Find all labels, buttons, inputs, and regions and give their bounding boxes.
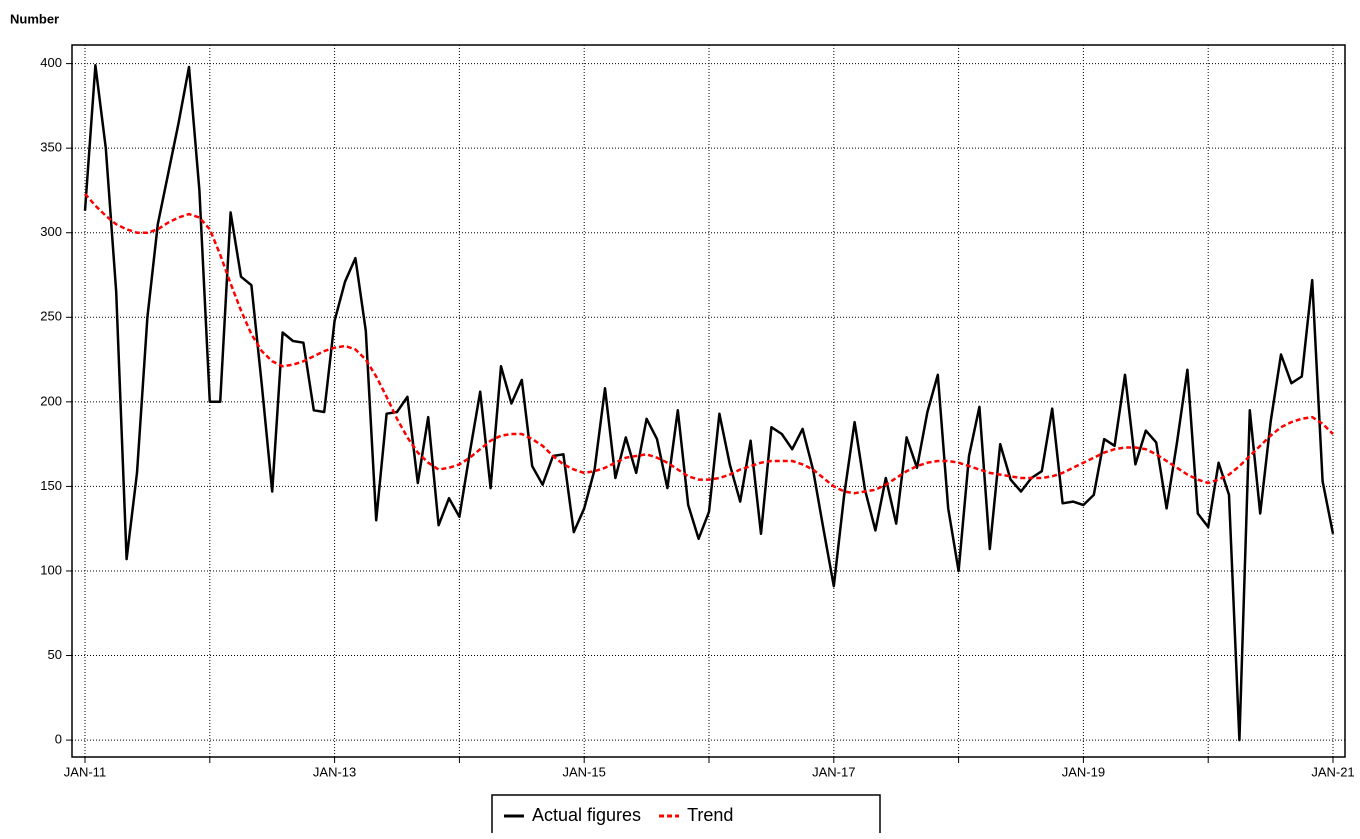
legend-label: Trend bbox=[687, 805, 733, 825]
legend-box bbox=[491, 794, 881, 833]
x-tick-label: JAN-19 bbox=[1062, 764, 1105, 779]
x-tick-label: JAN-11 bbox=[64, 764, 106, 779]
y-tick-label: 400 bbox=[40, 55, 62, 70]
plot-frame bbox=[71, 44, 1346, 758]
y-axis-label: Number bbox=[10, 11, 59, 26]
series-line bbox=[83, 64, 1335, 742]
y-tick-label: 50 bbox=[48, 647, 62, 662]
y-tick-label: 150 bbox=[40, 478, 62, 493]
y-tick-label: 200 bbox=[40, 393, 62, 408]
x-tick-label: JAN-15 bbox=[563, 764, 606, 779]
y-tick-label: 100 bbox=[40, 562, 62, 577]
y-tick-label: 250 bbox=[40, 309, 62, 324]
y-tick-label: 350 bbox=[40, 140, 62, 155]
x-tick-label: JAN-17 bbox=[812, 764, 855, 779]
x-tick-label: JAN-21 bbox=[1311, 764, 1354, 779]
y-tick-label: 300 bbox=[40, 224, 62, 239]
legend-label: Actual figures bbox=[532, 805, 641, 825]
x-tick-label: JAN-13 bbox=[313, 764, 356, 779]
y-tick-label: 0 bbox=[55, 732, 62, 747]
series-line bbox=[84, 192, 1334, 495]
